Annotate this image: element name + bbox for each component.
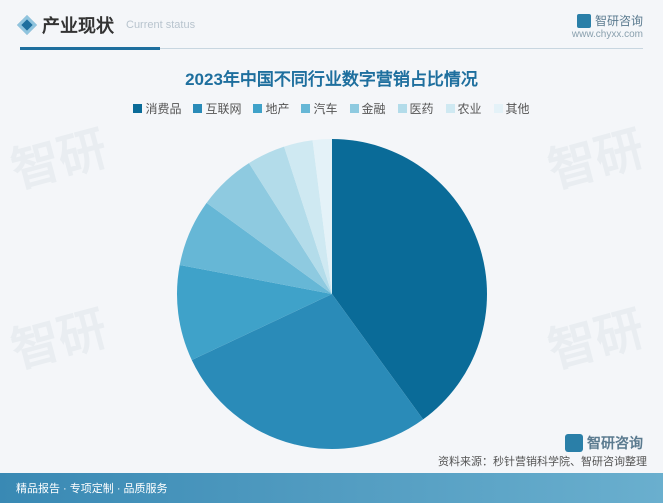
footer-left: 精品报告 · 专项定制 · 品质服务 bbox=[16, 480, 168, 496]
brand-icon bbox=[577, 14, 591, 28]
brand-icon bbox=[565, 434, 583, 452]
header-left: 产业现状 Current status bbox=[20, 12, 195, 38]
legend-swatch bbox=[398, 104, 407, 113]
legend-label: 其他 bbox=[506, 100, 530, 117]
section-subtitle: Current status bbox=[126, 19, 195, 31]
brand-bottom-text: 智研咨询 bbox=[587, 433, 643, 453]
legend-label: 地产 bbox=[265, 100, 289, 117]
legend-item: 金融 bbox=[350, 100, 386, 117]
footer: 精品报告 · 专项定制 · 品质服务 bbox=[0, 473, 663, 503]
legend: 消费品 互联网 地产 汽车 金融 医药 农业 其他 bbox=[0, 100, 663, 117]
header: 产业现状 Current status 智研咨询 www.chyxx.com bbox=[0, 0, 663, 40]
source-attribution: 资料来源：秒针营销科学院、智研咨询整理 bbox=[438, 453, 647, 469]
brand-line: 智研咨询 bbox=[572, 12, 643, 29]
legend-item: 汽车 bbox=[301, 100, 337, 117]
legend-swatch bbox=[301, 104, 310, 113]
legend-item: 消费品 bbox=[133, 100, 181, 117]
legend-label: 金融 bbox=[362, 100, 386, 117]
header-right: 智研咨询 www.chyxx.com bbox=[572, 12, 643, 40]
section-title: 产业现状 bbox=[42, 12, 114, 38]
legend-swatch bbox=[133, 104, 142, 113]
brand-bottom: 智研咨询 bbox=[565, 433, 643, 453]
legend-item: 地产 bbox=[253, 100, 289, 117]
diamond-icon bbox=[17, 15, 37, 35]
legend-item: 其他 bbox=[494, 100, 530, 117]
legend-swatch bbox=[350, 104, 359, 113]
legend-item: 医药 bbox=[398, 100, 434, 117]
brand-url: www.chyxx.com bbox=[572, 29, 643, 40]
legend-swatch bbox=[253, 104, 262, 113]
legend-label: 消费品 bbox=[145, 100, 181, 117]
legend-label: 农业 bbox=[458, 100, 482, 117]
pie-chart bbox=[0, 129, 663, 459]
legend-label: 医药 bbox=[410, 100, 434, 117]
legend-swatch bbox=[494, 104, 503, 113]
legend-item: 互联网 bbox=[193, 100, 241, 117]
divider bbox=[20, 48, 643, 49]
chart-title: 2023年中国不同行业数字营销占比情况 bbox=[0, 65, 663, 90]
legend-swatch bbox=[193, 104, 202, 113]
legend-swatch bbox=[446, 104, 455, 113]
legend-item: 农业 bbox=[446, 100, 482, 117]
legend-label: 汽车 bbox=[313, 100, 337, 117]
legend-label: 互联网 bbox=[205, 100, 241, 117]
brand-name: 智研咨询 bbox=[595, 12, 643, 29]
